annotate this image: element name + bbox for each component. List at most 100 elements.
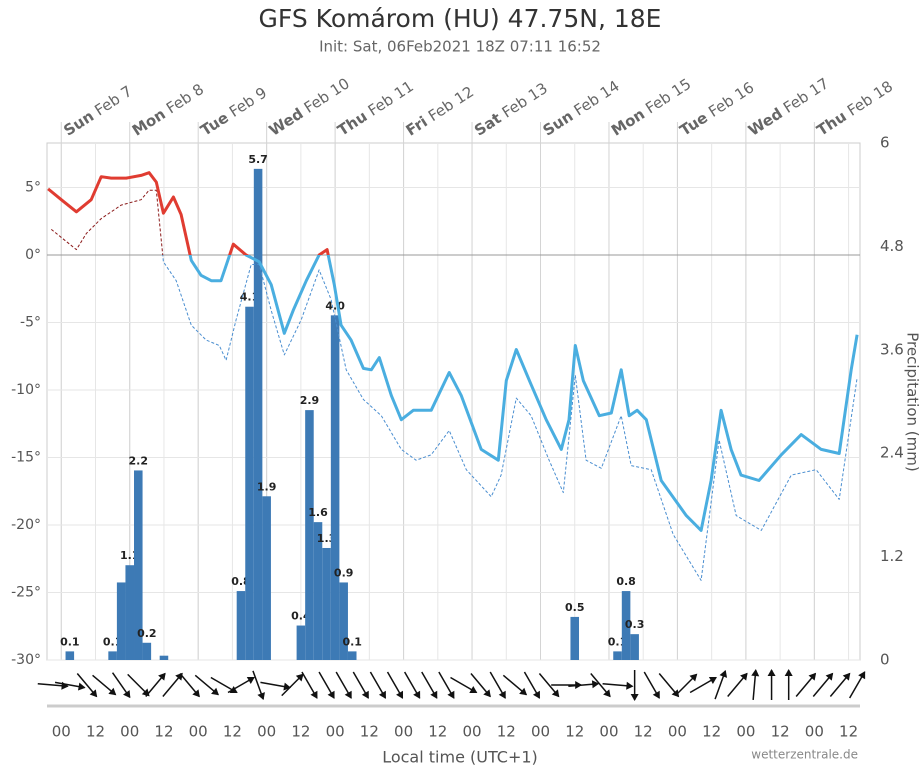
wind-head [825, 672, 834, 681]
precip-label: 0.3 [625, 618, 645, 631]
wind-arrow [523, 671, 541, 699]
precip-label: 2.9 [300, 394, 320, 407]
x-tick-label: 12 [428, 723, 447, 741]
precip-label: 0.8 [616, 575, 636, 588]
precip-bar [305, 410, 314, 660]
wind-arrow [714, 669, 728, 700]
precip-label: 1.9 [257, 480, 277, 493]
wind-arrow [795, 672, 817, 697]
x-tick-label: 12 [223, 723, 242, 741]
y-tick-label: 0° [25, 247, 41, 263]
day-date: Feb 10 [300, 74, 352, 117]
wind-arrow [689, 676, 717, 694]
precip-label: 2.2 [129, 454, 149, 467]
y2-tick-label: 4.8 [880, 237, 904, 255]
precip-bar [296, 625, 306, 660]
precip-bar [245, 306, 254, 660]
wind-head [246, 677, 255, 684]
chart-subtitle: Init: Sat, 06Feb2021 18Z 07:11 16:52 [319, 38, 601, 56]
wind-head [708, 677, 717, 684]
wind-arrow [54, 681, 86, 691]
day-weekday: Sun [539, 107, 576, 140]
precip-label: 4.0 [325, 299, 345, 312]
wind-head [551, 689, 560, 698]
y-tick-label: -5° [20, 315, 41, 331]
x-tick-label: 00 [189, 723, 208, 741]
wind-head [396, 690, 404, 699]
wind-head [784, 669, 793, 676]
wind-head [77, 682, 86, 691]
day-date: Feb 7 [91, 82, 135, 119]
wind-arrow [751, 669, 760, 701]
day-weekday: Sun [60, 107, 97, 140]
precip-bar [630, 634, 639, 660]
wind-arrow [352, 671, 369, 699]
day-date: Feb 9 [226, 83, 270, 120]
x-axis-label: Local time (UTC+1) [382, 748, 538, 767]
x-tick-label: 00 [736, 723, 755, 741]
wind-arrow [674, 673, 698, 697]
wind-head [327, 690, 335, 699]
precip-bar [65, 651, 75, 660]
precip-bar [322, 547, 331, 660]
precip-bar [262, 496, 271, 660]
y2-tick-label: 2.4 [880, 444, 904, 462]
x-tick-label: 00 [462, 723, 481, 741]
precip-bar [159, 655, 169, 660]
wind-arrow [111, 672, 131, 699]
wind-head [603, 689, 611, 698]
wind-head [532, 690, 540, 699]
wind-arrow [829, 672, 851, 697]
day-date: Feb 11 [364, 77, 416, 120]
day-weekday: Tue [676, 108, 710, 139]
wind-head [108, 687, 117, 696]
wind-arrow [335, 671, 352, 699]
wind-head [767, 669, 776, 676]
wind-arrow [812, 672, 834, 697]
precip-label: 5.7 [248, 153, 268, 166]
day-weekday: Tue [197, 108, 231, 139]
day-label: Sat Feb 13 [471, 79, 551, 139]
day-weekday: Wed [265, 104, 306, 139]
wind-head [447, 690, 455, 699]
wind-head [626, 681, 634, 690]
precip-bar [613, 651, 622, 660]
wind-head [283, 682, 291, 691]
precip-bar [570, 616, 580, 660]
wind-head [158, 672, 166, 681]
x-tick-label: 12 [86, 723, 105, 741]
day-label: Mon Feb 8 [129, 80, 207, 140]
wind-arrow [658, 673, 680, 698]
wind-head [652, 690, 660, 699]
day-weekday: Fri [402, 112, 430, 139]
temperature-line [47, 171, 330, 256]
wind-arrow [538, 673, 560, 698]
wind-head [740, 672, 748, 681]
day-date: Feb 16 [705, 78, 757, 121]
precip-label: 0.9 [334, 566, 354, 579]
x-tick-label: 00 [257, 723, 276, 741]
wind-head [430, 690, 438, 699]
day-weekday: Mon [608, 104, 648, 139]
y-tick-label: -15° [11, 450, 41, 466]
wind-arrow [470, 673, 491, 698]
wind-head [842, 672, 851, 681]
precip-bar [134, 470, 143, 660]
wind-head [591, 680, 600, 689]
wind-arrow [784, 669, 793, 700]
x-tick-label: 00 [805, 723, 824, 741]
wind-arrow [403, 671, 421, 699]
x-tick-label: 00 [668, 723, 687, 741]
precip-bar [621, 591, 631, 660]
x-tick-label: 00 [326, 723, 345, 741]
wind-arrow [301, 671, 318, 699]
y-tick-label: 5° [25, 180, 41, 196]
wind-arrow [767, 669, 776, 700]
wind-arrow [450, 676, 478, 694]
y-tick-label: -10° [11, 382, 41, 398]
x-tick-label: 12 [154, 723, 173, 741]
precip-bar [253, 168, 263, 660]
wind-head [751, 669, 760, 677]
wind-head [310, 690, 318, 699]
precip-bar [116, 582, 126, 660]
